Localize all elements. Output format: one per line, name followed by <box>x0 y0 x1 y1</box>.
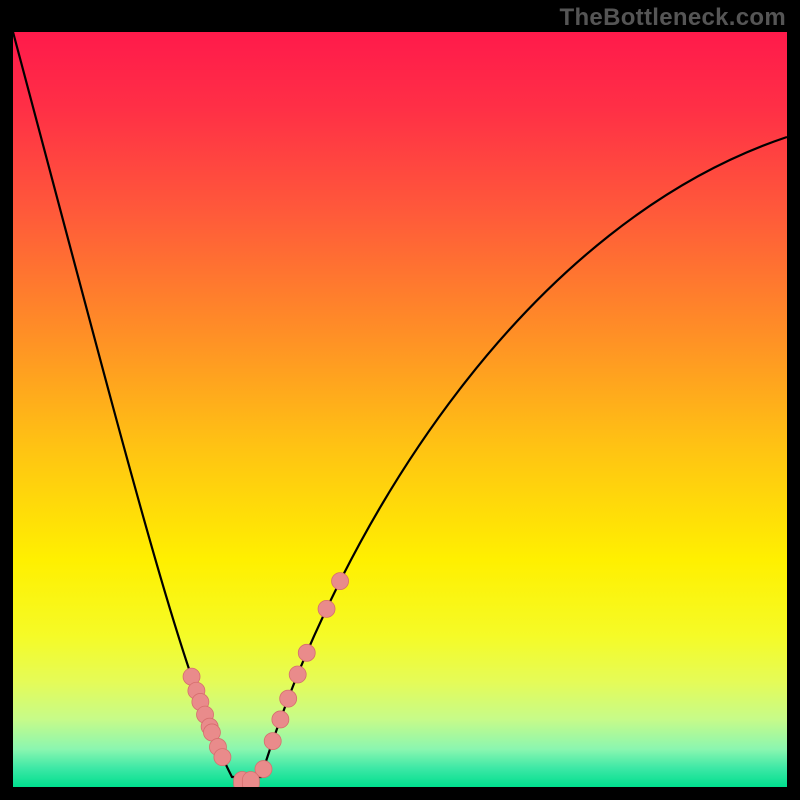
watermark-text: TheBottleneck.com <box>560 4 786 32</box>
data-point <box>242 772 259 788</box>
gradient-background <box>13 32 787 787</box>
chart-plot-area <box>13 32 787 787</box>
data-point <box>264 733 281 750</box>
data-point <box>332 573 349 590</box>
data-point <box>272 711 289 728</box>
data-point <box>298 644 315 661</box>
data-point <box>214 749 231 766</box>
data-point <box>289 666 306 683</box>
bottleneck-curve-chart <box>13 32 787 787</box>
data-point <box>318 600 335 617</box>
outer-frame: TheBottleneck.com <box>0 0 800 800</box>
data-point <box>280 690 297 707</box>
